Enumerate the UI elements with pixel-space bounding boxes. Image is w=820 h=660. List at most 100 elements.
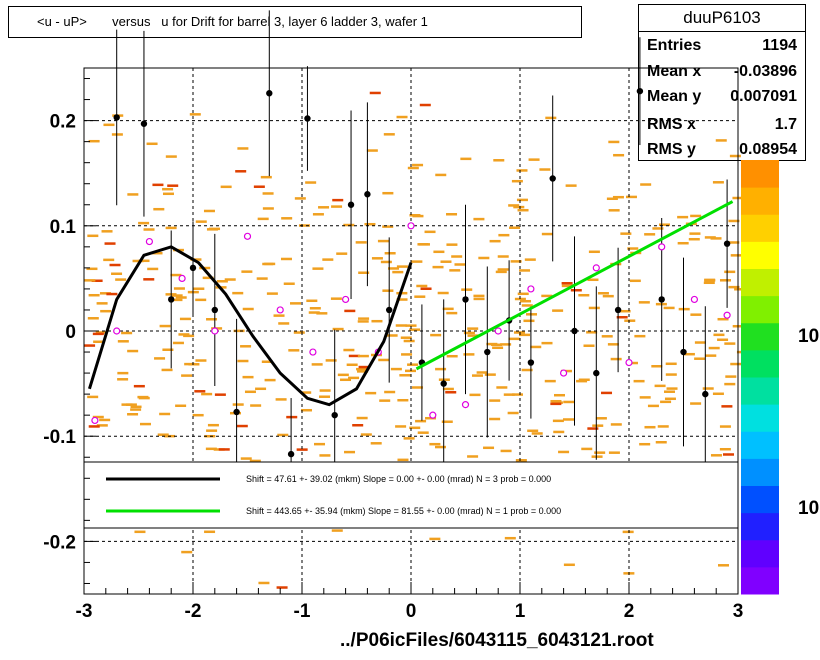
hist-cell bbox=[87, 317, 99, 320]
hist-cell bbox=[690, 402, 702, 405]
profile-point bbox=[364, 191, 371, 198]
hist-cell bbox=[724, 270, 736, 274]
stat-value: 0.007091 bbox=[730, 88, 797, 105]
hist-cell bbox=[275, 398, 287, 401]
hist-cell bbox=[418, 243, 430, 246]
hist-cell bbox=[356, 367, 368, 371]
hist-cell bbox=[442, 387, 454, 391]
hist-cell bbox=[446, 213, 458, 216]
hist-cell bbox=[206, 429, 218, 432]
profile-point bbox=[527, 359, 535, 366]
hist-cell bbox=[96, 302, 108, 305]
hist-cell bbox=[702, 387, 714, 390]
palette-cell bbox=[741, 187, 779, 215]
hist-cell bbox=[432, 265, 444, 269]
hist-cell bbox=[484, 373, 496, 376]
hist-cell bbox=[379, 399, 391, 402]
hist-cell bbox=[634, 334, 646, 338]
stat-entries: Entries 1194 bbox=[647, 33, 797, 59]
hist-cell bbox=[88, 293, 100, 297]
profile-point-open bbox=[592, 264, 600, 272]
hist-cell bbox=[565, 184, 577, 187]
hist-cell bbox=[460, 157, 472, 161]
hist-cell bbox=[419, 103, 431, 107]
hist-cell bbox=[483, 446, 495, 450]
palette-cell bbox=[741, 349, 779, 378]
hist-cell bbox=[403, 437, 415, 440]
hist-cell bbox=[414, 295, 426, 298]
palette-cell bbox=[741, 322, 779, 351]
hist-cell bbox=[489, 239, 501, 243]
hist-cell bbox=[201, 392, 213, 396]
hist-cell bbox=[235, 170, 247, 173]
hist-cell bbox=[412, 214, 424, 218]
hist-cell bbox=[503, 393, 515, 396]
hist-cell bbox=[500, 449, 512, 453]
hist-cell bbox=[358, 365, 370, 369]
hist-cell bbox=[332, 198, 344, 202]
palette-cell bbox=[741, 295, 779, 324]
hist-cell bbox=[357, 354, 369, 358]
profile-point bbox=[168, 296, 175, 303]
hist-cell bbox=[330, 297, 342, 300]
hist-cell bbox=[511, 393, 523, 396]
hist-cell bbox=[130, 408, 142, 411]
hist-cell bbox=[300, 391, 312, 394]
hist-cell bbox=[527, 429, 539, 433]
hist-cell bbox=[578, 378, 590, 382]
hist-cell bbox=[183, 334, 195, 338]
hist-cell bbox=[236, 424, 248, 428]
hist-cell bbox=[730, 362, 742, 366]
hist-cell bbox=[664, 390, 676, 393]
stat-label: Mean x bbox=[647, 63, 702, 80]
hist-cell bbox=[93, 340, 105, 344]
hist-cell bbox=[312, 213, 324, 216]
hist-cell bbox=[396, 265, 408, 268]
hist-cell bbox=[624, 319, 636, 322]
x-tick-label: 2 bbox=[624, 601, 635, 622]
hist-cell bbox=[348, 376, 360, 380]
hist-cell bbox=[318, 206, 330, 209]
hist-cell bbox=[178, 333, 190, 336]
hist-cell bbox=[216, 280, 228, 283]
hist-cell bbox=[84, 279, 96, 282]
hist-cell bbox=[305, 181, 317, 184]
profile-point bbox=[233, 408, 240, 416]
hist-cell bbox=[115, 278, 127, 281]
hist-cell bbox=[625, 195, 637, 199]
x-tick-label: 3 bbox=[733, 601, 744, 622]
hist-cell bbox=[717, 338, 729, 342]
hist-cell bbox=[365, 391, 377, 395]
hist-cell bbox=[708, 346, 720, 350]
hist-cell bbox=[411, 260, 423, 263]
hist-cell bbox=[294, 197, 306, 200]
hist-cell bbox=[84, 344, 96, 347]
data-layer bbox=[88, 10, 734, 511]
hist-cell bbox=[451, 255, 463, 258]
palette-cell bbox=[741, 566, 779, 595]
hist-cell bbox=[461, 288, 473, 291]
hist-cell bbox=[445, 391, 457, 394]
hist-cell bbox=[214, 393, 226, 396]
hist-cell bbox=[576, 379, 588, 383]
hist-cell bbox=[396, 115, 408, 119]
profile-point bbox=[614, 306, 622, 314]
hist-cell bbox=[331, 529, 343, 532]
hist-cell bbox=[478, 256, 490, 260]
hist-cell bbox=[725, 375, 737, 378]
hist-cell bbox=[205, 447, 217, 451]
hist-cell bbox=[417, 431, 429, 434]
hist-cell bbox=[476, 371, 488, 374]
hist-cell bbox=[130, 405, 142, 409]
profile-point-open bbox=[91, 416, 99, 425]
hist-cell bbox=[195, 220, 207, 223]
hist-cell bbox=[300, 408, 312, 412]
stat-rms-x: RMS x 1.7 bbox=[647, 112, 797, 138]
palette-cell bbox=[741, 377, 779, 405]
hist-cell bbox=[678, 307, 690, 311]
palette-cell bbox=[741, 241, 779, 269]
hist-cell bbox=[588, 306, 600, 310]
hist-cell bbox=[241, 270, 253, 273]
profile-point-open bbox=[342, 295, 350, 304]
hist-cell bbox=[103, 258, 115, 262]
